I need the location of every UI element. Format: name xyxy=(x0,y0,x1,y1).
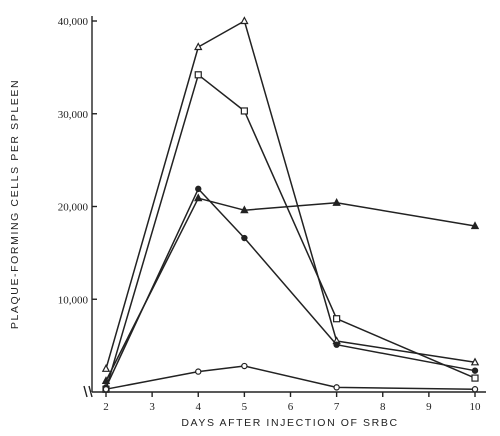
data-point xyxy=(194,42,203,51)
y-tick-label: 30,000 xyxy=(58,109,89,121)
data-point xyxy=(471,367,479,374)
y-tick-label: 10,000 xyxy=(58,294,89,306)
data-point xyxy=(333,341,340,348)
series-open-square xyxy=(102,71,479,393)
data-point xyxy=(240,16,249,25)
axis-break-mark xyxy=(83,385,88,398)
x-tick-label: 8 xyxy=(380,401,386,413)
y-tick-label: 40,000 xyxy=(58,16,89,28)
x-axis-label: DAYS AFTER INJECTION OF SRBC xyxy=(181,417,398,429)
x-tick-label: 3 xyxy=(149,401,155,413)
x-axis-ticks: 2 3 4 5 6 7 8 9 10 xyxy=(103,392,481,413)
x-tick-label: 10 xyxy=(470,401,482,413)
series-open-circle xyxy=(102,362,479,393)
series-open-triangle xyxy=(101,16,480,372)
data-point xyxy=(470,357,480,366)
y-axis-ticks: 10,000 20,000 30,000 40,000 xyxy=(58,16,97,306)
data-point xyxy=(240,205,249,214)
data-point xyxy=(470,221,480,230)
x-tick-label: 6 xyxy=(288,401,294,413)
data-point xyxy=(241,362,248,370)
series-line xyxy=(105,20,476,370)
axis-break-mark xyxy=(88,385,93,398)
series-line xyxy=(105,365,476,390)
data-point xyxy=(333,315,341,323)
x-tick-label: 7 xyxy=(334,401,340,413)
series-line xyxy=(105,188,476,388)
data-point xyxy=(195,185,202,193)
x-tick-label: 4 xyxy=(196,401,202,413)
data-point xyxy=(101,376,111,384)
series-line xyxy=(105,74,476,390)
data-point xyxy=(194,193,203,202)
series-filled-triangle xyxy=(101,193,480,384)
y-tick-label: 20,000 xyxy=(58,202,89,214)
data-point xyxy=(102,386,110,393)
data-point xyxy=(332,198,341,206)
data-point xyxy=(194,71,202,79)
data-point xyxy=(101,364,111,372)
x-tick-label: 9 xyxy=(426,401,432,413)
data-point xyxy=(240,107,248,115)
data-point xyxy=(333,384,340,391)
data-point xyxy=(471,374,479,382)
x-tick-label: 2 xyxy=(103,401,109,413)
x-tick-label: 5 xyxy=(242,401,248,413)
y-axis-label: PLAQUE-FORMING CELLS PER SPLEEN xyxy=(9,79,21,329)
series-layer xyxy=(101,16,480,393)
data-point xyxy=(241,234,248,242)
data-point xyxy=(471,386,479,393)
data-point xyxy=(195,368,202,375)
